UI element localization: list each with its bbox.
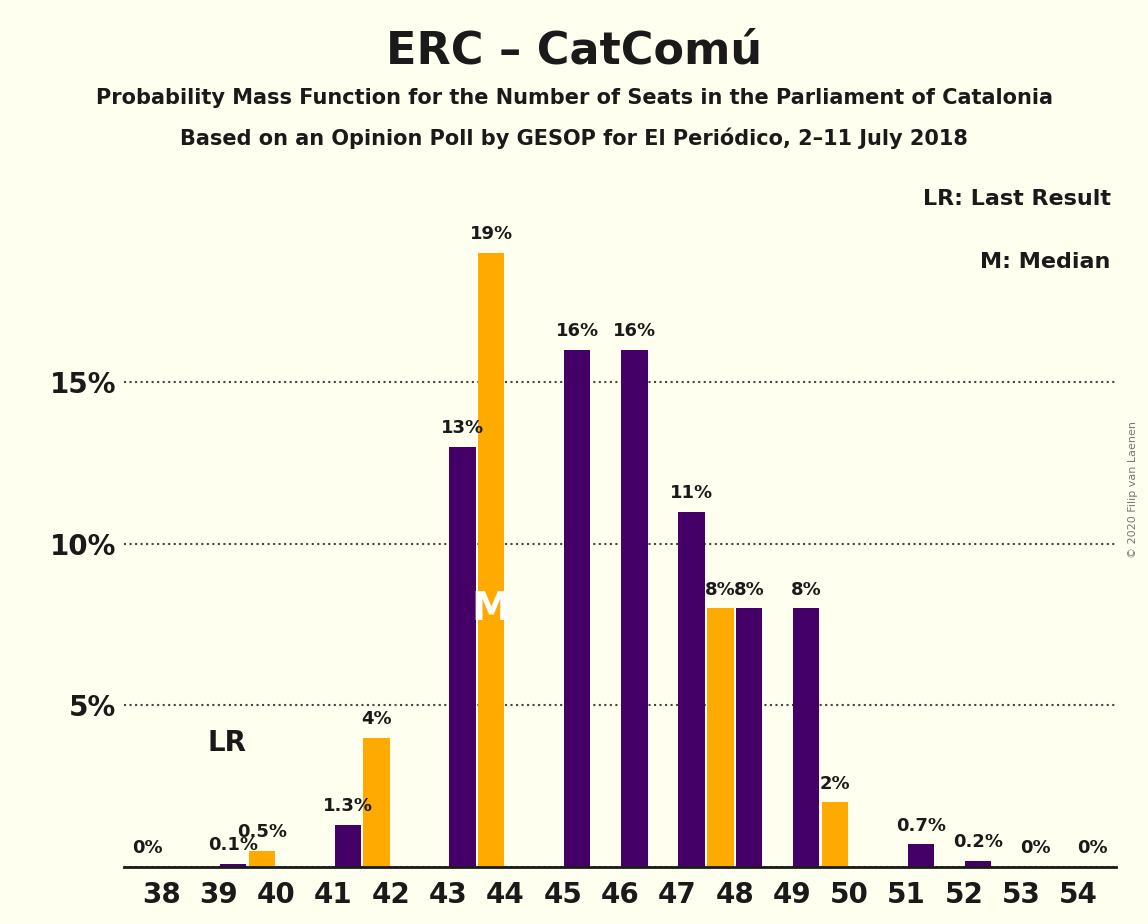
Bar [707,609,734,867]
Text: M: Median: M: Median [980,252,1111,272]
Bar [478,253,504,867]
Text: 13%: 13% [441,419,484,437]
Bar [736,609,762,867]
Text: 0.2%: 0.2% [953,833,1003,851]
Text: 0.1%: 0.1% [208,836,258,854]
Bar [822,802,848,867]
Bar [334,825,360,867]
Text: 19%: 19% [470,225,513,243]
Text: 1.3%: 1.3% [323,797,373,815]
Bar [793,609,820,867]
Bar [449,447,475,867]
Bar [564,350,590,867]
Bar [908,845,934,867]
Text: 0.5%: 0.5% [236,823,287,841]
Text: ERC – CatComú: ERC – CatComú [386,30,762,73]
Text: LR: Last Result: LR: Last Result [923,189,1111,210]
Text: 0%: 0% [1021,839,1050,857]
Text: 16%: 16% [556,322,598,340]
Bar [621,350,647,867]
Text: Probability Mass Function for the Number of Seats in the Parliament of Catalonia: Probability Mass Function for the Number… [95,88,1053,108]
Text: 16%: 16% [613,322,656,340]
Text: 4%: 4% [362,711,391,728]
Bar [965,860,992,867]
Text: 0%: 0% [132,839,163,857]
Text: M: M [472,590,511,628]
Text: 0.7%: 0.7% [895,817,946,834]
Text: 8%: 8% [791,581,822,599]
Text: LR: LR [208,729,247,757]
Text: 0%: 0% [1078,839,1108,857]
Bar [249,851,276,867]
Text: 8%: 8% [734,581,765,599]
Text: 11%: 11% [670,484,713,502]
Text: © 2020 Filip van Laenen: © 2020 Filip van Laenen [1128,421,1138,558]
Bar [363,737,389,867]
Text: Based on an Opinion Poll by GESOP for El Periódico, 2–11 July 2018: Based on an Opinion Poll by GESOP for El… [180,128,968,149]
Bar [220,864,247,867]
Text: 2%: 2% [820,774,851,793]
Text: 8%: 8% [705,581,736,599]
Bar [678,512,705,867]
